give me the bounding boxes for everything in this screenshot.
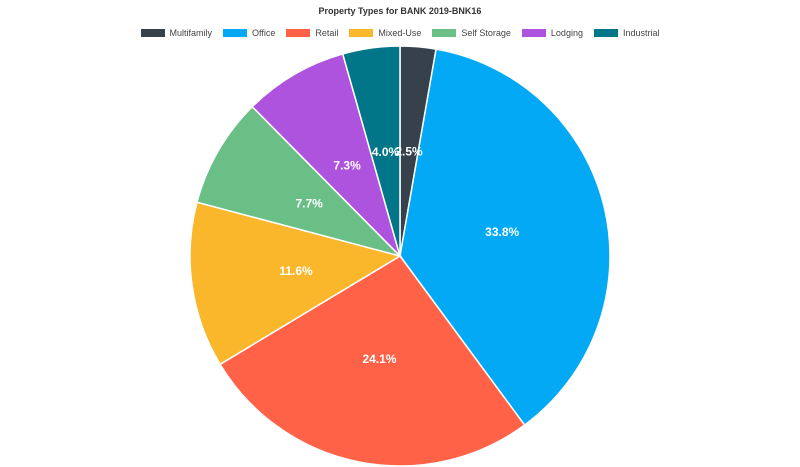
legend-item-office[interactable]: Office xyxy=(223,28,275,38)
data-label-multifamily: 2.5% xyxy=(395,144,423,158)
legend-swatch xyxy=(223,29,248,37)
legend-swatch xyxy=(286,29,311,37)
data-label-retail: 24.1% xyxy=(362,352,396,366)
chart-legend: Multifamily Office Retail Mixed-Use Self… xyxy=(0,28,800,38)
legend-item-self-storage[interactable]: Self Storage xyxy=(432,28,511,38)
pie-slice-self-storage[interactable] xyxy=(196,105,403,258)
legend-label: Retail xyxy=(315,28,339,38)
pie-slice-lodging[interactable] xyxy=(251,53,401,257)
legend-label: Self Storage xyxy=(461,28,511,38)
legend-item-mixed-use[interactable]: Mixed-Use xyxy=(349,28,421,38)
chart-title: Property Types for BANK 2019-BNK16 xyxy=(318,6,482,16)
legend-swatch xyxy=(140,29,165,37)
legend-item-retail[interactable]: Retail xyxy=(286,28,338,38)
legend-label: Lodging xyxy=(550,28,583,38)
data-label-office: 33.8% xyxy=(485,225,519,239)
legend-item-industrial[interactable]: Industrial xyxy=(593,28,660,38)
legend-label: Industrial xyxy=(622,28,660,38)
data-label-industrial: 4.0% xyxy=(372,145,400,159)
legend-swatch xyxy=(521,29,546,37)
pie-slice-industrial[interactable] xyxy=(341,45,401,257)
pie-slice-office[interactable] xyxy=(399,48,611,427)
data-label-mixed-use: 11.6% xyxy=(279,264,313,278)
legend-label: Office xyxy=(252,28,276,38)
legend-swatch xyxy=(349,29,374,37)
legend-swatch xyxy=(432,29,457,37)
data-label-lodging: 7.3% xyxy=(333,158,361,172)
legend-item-multifamily[interactable]: Multifamily xyxy=(140,28,213,38)
legend-label: Mixed-Use xyxy=(378,28,422,38)
pie-slice-retail[interactable] xyxy=(219,255,526,467)
legend-item-lodging[interactable]: Lodging xyxy=(521,28,583,38)
legend-swatch xyxy=(593,29,618,37)
data-label-self-storage: 7.7% xyxy=(295,196,323,210)
legend-label: Multifamily xyxy=(169,28,213,38)
